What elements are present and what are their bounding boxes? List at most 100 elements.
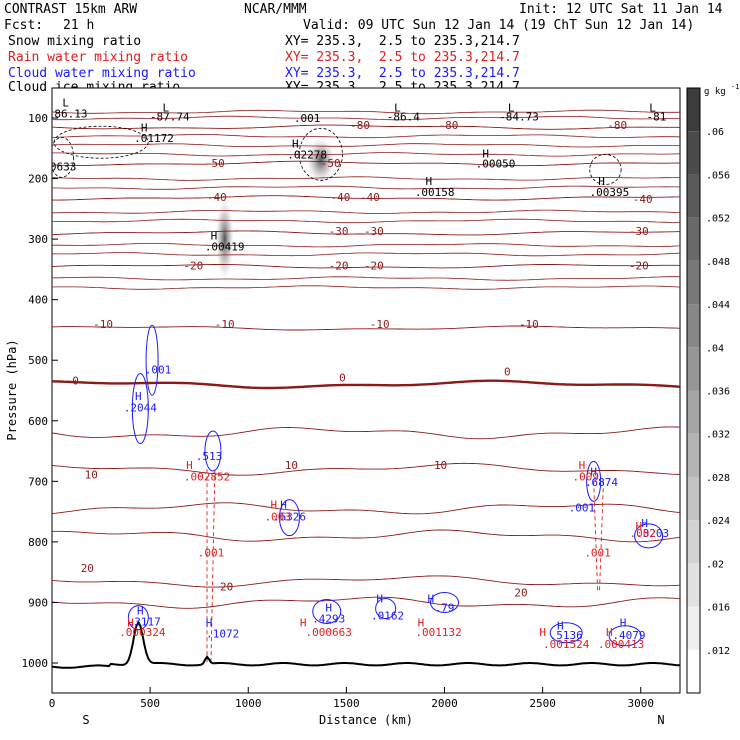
y-tick-label: 200 xyxy=(28,173,48,186)
x-tick-label: 3000 xyxy=(628,697,655,710)
cloud-water-contour xyxy=(145,324,159,396)
temperature-label: 0 xyxy=(504,365,511,378)
rain-water-label: .001132 xyxy=(415,626,461,639)
cloud-water-label: H xyxy=(427,592,434,605)
x-tick-label: 0 xyxy=(49,697,56,710)
y-tick-label: 800 xyxy=(28,536,48,549)
cloud-water-contour xyxy=(204,430,222,472)
fcst-label: Fcst: xyxy=(4,18,44,33)
cloud-water-contour xyxy=(634,523,664,549)
temperature-contour xyxy=(52,285,680,290)
colorbar-tick-label: .032 xyxy=(706,430,730,441)
cloud-water-label: H xyxy=(590,465,597,478)
colorbar-segment xyxy=(687,433,700,477)
colorbar-tick-label: .012 xyxy=(706,646,730,657)
temperature-label: -10 xyxy=(370,318,390,331)
rain-water-label: H xyxy=(127,617,134,630)
colorbar-segment xyxy=(687,260,700,305)
temperature-label: 0 xyxy=(72,374,79,387)
cloud-water-label: .001 xyxy=(569,502,596,515)
colorbar-segment xyxy=(687,217,700,261)
temperature-label: -10 xyxy=(93,318,113,331)
temperature-label: 0 xyxy=(339,371,346,384)
colorbar-tick-label: .04 xyxy=(706,343,724,354)
cloud-water-label: H xyxy=(376,592,383,605)
x-tick-label: 1500 xyxy=(333,697,360,710)
rain-water-label: .001524 xyxy=(543,638,590,651)
temperature-contour xyxy=(52,195,680,201)
temperature-label: -80 xyxy=(350,119,370,132)
temperature-label: -40 xyxy=(331,191,351,204)
cloud-water-label: .4079 xyxy=(612,629,645,642)
temperature-label: 10 xyxy=(85,468,98,481)
y-axis-label: Pressure (hPa) xyxy=(5,339,19,440)
colorbar-segment xyxy=(687,563,700,607)
temperature-label: -30 xyxy=(629,225,649,238)
cloud-ice-label: L xyxy=(62,96,69,109)
cloud-ice-label: H xyxy=(141,121,148,134)
y-tick-label: 600 xyxy=(28,415,48,428)
temperature-label: -40 xyxy=(360,191,380,204)
cloud-ice-label: -87.74 xyxy=(150,110,190,123)
rain-water-label: H xyxy=(579,459,586,472)
temperature-contour xyxy=(52,115,680,121)
temperature-contour xyxy=(52,325,680,331)
cloud-ice-label: H xyxy=(425,175,432,188)
cloud-water-label: .513 xyxy=(196,450,223,463)
model-title: CONTRAST 15km ARW xyxy=(4,2,138,17)
rain-water-label: .002 xyxy=(629,527,656,540)
colorbar-segment xyxy=(687,476,700,521)
field-xy-cloudwater: XY= 235.3, 2.5 to 235.3,214.7 xyxy=(285,66,520,81)
cloud-water-label: H xyxy=(641,517,648,530)
colorbar-segment xyxy=(687,304,700,348)
temperature-contour xyxy=(52,133,680,139)
temperature-contour xyxy=(52,529,680,543)
temperature-label: -10 xyxy=(215,318,235,331)
cloud-water-label: .001 xyxy=(145,364,172,377)
temperature-contour xyxy=(52,243,680,248)
temperature-label: -40 xyxy=(633,193,653,206)
y-tick-label: 400 xyxy=(28,294,48,307)
temperature-label: -20 xyxy=(629,259,649,272)
colorbar-segment xyxy=(687,606,700,650)
cloud-ice-label: H xyxy=(482,147,489,160)
y-tick-label: 500 xyxy=(28,354,48,367)
field-name-cloudwater: Cloud water mixing ratio xyxy=(8,66,196,81)
cloud-water-label: H xyxy=(557,620,564,633)
temperature-label: -10 xyxy=(519,318,539,331)
rain-water-label: H xyxy=(606,626,613,639)
temperature-contour xyxy=(52,462,680,476)
temperature-label: 10 xyxy=(285,459,298,472)
cloud-ice-label: H xyxy=(211,230,218,243)
colorbar-tick-label: .048 xyxy=(706,257,730,268)
cloud-water-label: H xyxy=(620,617,627,630)
cloud-water-label: H xyxy=(325,602,332,615)
y-tick-label: 1000 xyxy=(22,657,49,670)
colorbar-tick-label: .052 xyxy=(706,214,730,225)
temperature-contour xyxy=(52,264,680,269)
temperature-label: -50 xyxy=(321,157,341,170)
rain-water-label: H xyxy=(418,617,425,630)
temperature-contour xyxy=(52,230,680,236)
cloud-water-contour xyxy=(278,499,300,537)
x-tick-label: 500 xyxy=(140,697,160,710)
cloud-water-label: H xyxy=(135,390,142,403)
cloud-water-label: .5136 xyxy=(550,629,583,642)
x-tick-label: 2500 xyxy=(529,697,556,710)
colorbar-segment xyxy=(687,88,700,132)
snow-shading xyxy=(215,199,234,280)
rain-water-label: .000663 xyxy=(306,626,352,639)
rain-water-label: H xyxy=(270,499,277,512)
rain-water-label: .001 xyxy=(198,546,225,559)
cloud-ice-label: .01172 xyxy=(134,132,174,145)
field-name-snow: Snow mixing ratio xyxy=(8,34,142,49)
temperature-contour xyxy=(52,575,680,588)
cloud-ice-label: -86.4 xyxy=(387,110,420,123)
field-name-rain: Rain water mixing ratio xyxy=(8,50,189,65)
temperature-label: 20 xyxy=(220,580,233,593)
cloud-water-label: .6874 xyxy=(585,476,618,489)
cloud-water-contour xyxy=(312,599,342,625)
colorbar-segment xyxy=(687,131,700,175)
cloud-water-label: .6326 xyxy=(273,511,306,524)
rain-water-label: .009 xyxy=(573,471,600,484)
